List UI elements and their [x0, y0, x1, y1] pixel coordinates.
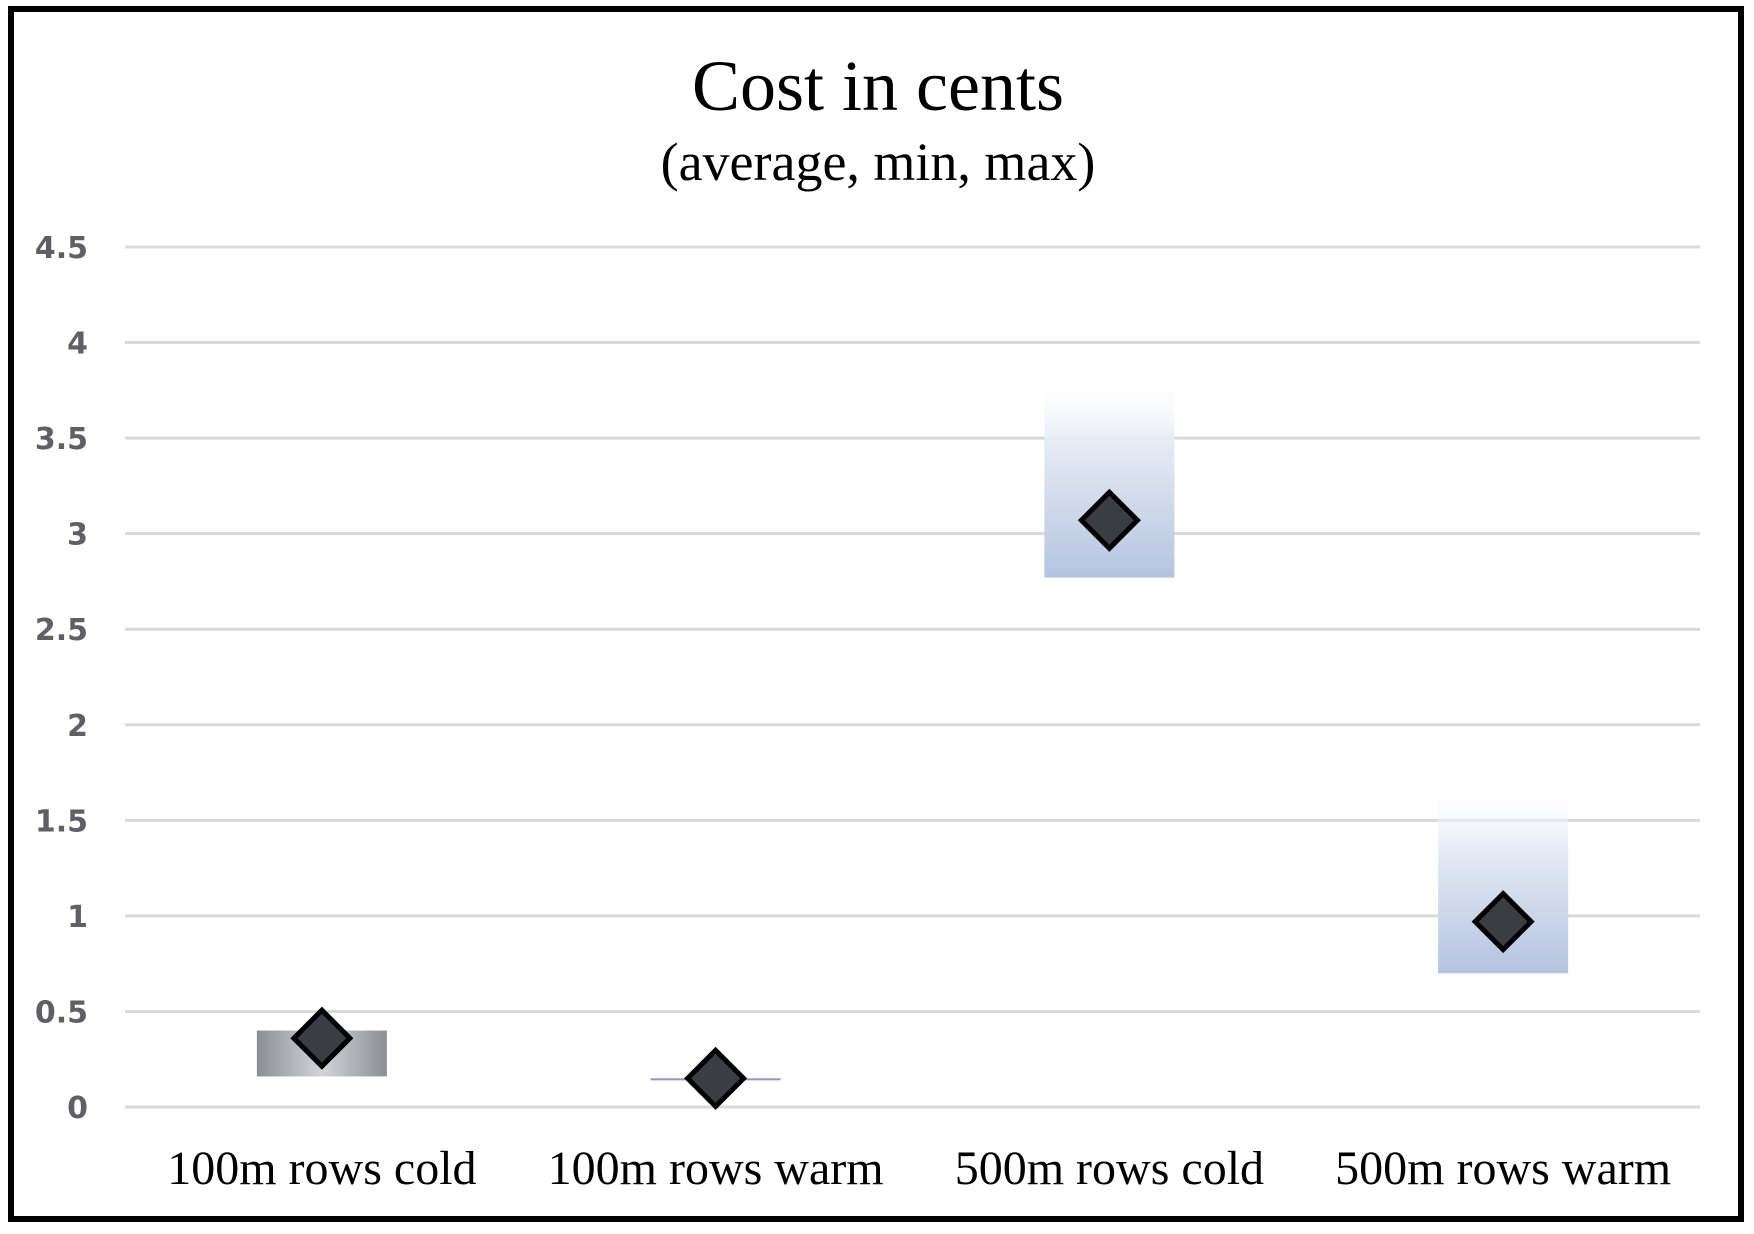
x-tick-label: 500m rows cold	[955, 1142, 1264, 1195]
y-tick-label: 2	[67, 709, 88, 744]
chart-title: Cost in cents	[692, 46, 1064, 126]
y-tick-label: 0.5	[35, 995, 88, 1030]
y-tick-label: 0	[67, 1091, 88, 1126]
average-marker	[684, 1046, 748, 1110]
y-tick-label: 2.5	[35, 613, 88, 648]
chart-subtitle: (average, min, max)	[661, 132, 1096, 192]
average-marker	[290, 1006, 354, 1070]
y-tick-label: 3.5	[35, 422, 88, 457]
x-tick-label: 100m rows warm	[548, 1142, 884, 1195]
chart-frame	[8, 6, 1744, 1222]
x-tick-label: 500m rows warm	[1335, 1142, 1671, 1195]
average-marker	[1077, 488, 1141, 552]
average-marker	[1471, 890, 1535, 954]
y-tick-label: 4.5	[35, 231, 88, 266]
y-tick-label: 3	[67, 518, 88, 553]
y-tick-label: 4	[67, 327, 88, 362]
x-tick-label: 100m rows cold	[167, 1142, 476, 1195]
y-tick-label: 1.5	[35, 804, 88, 839]
y-tick-label: 1	[67, 900, 88, 935]
